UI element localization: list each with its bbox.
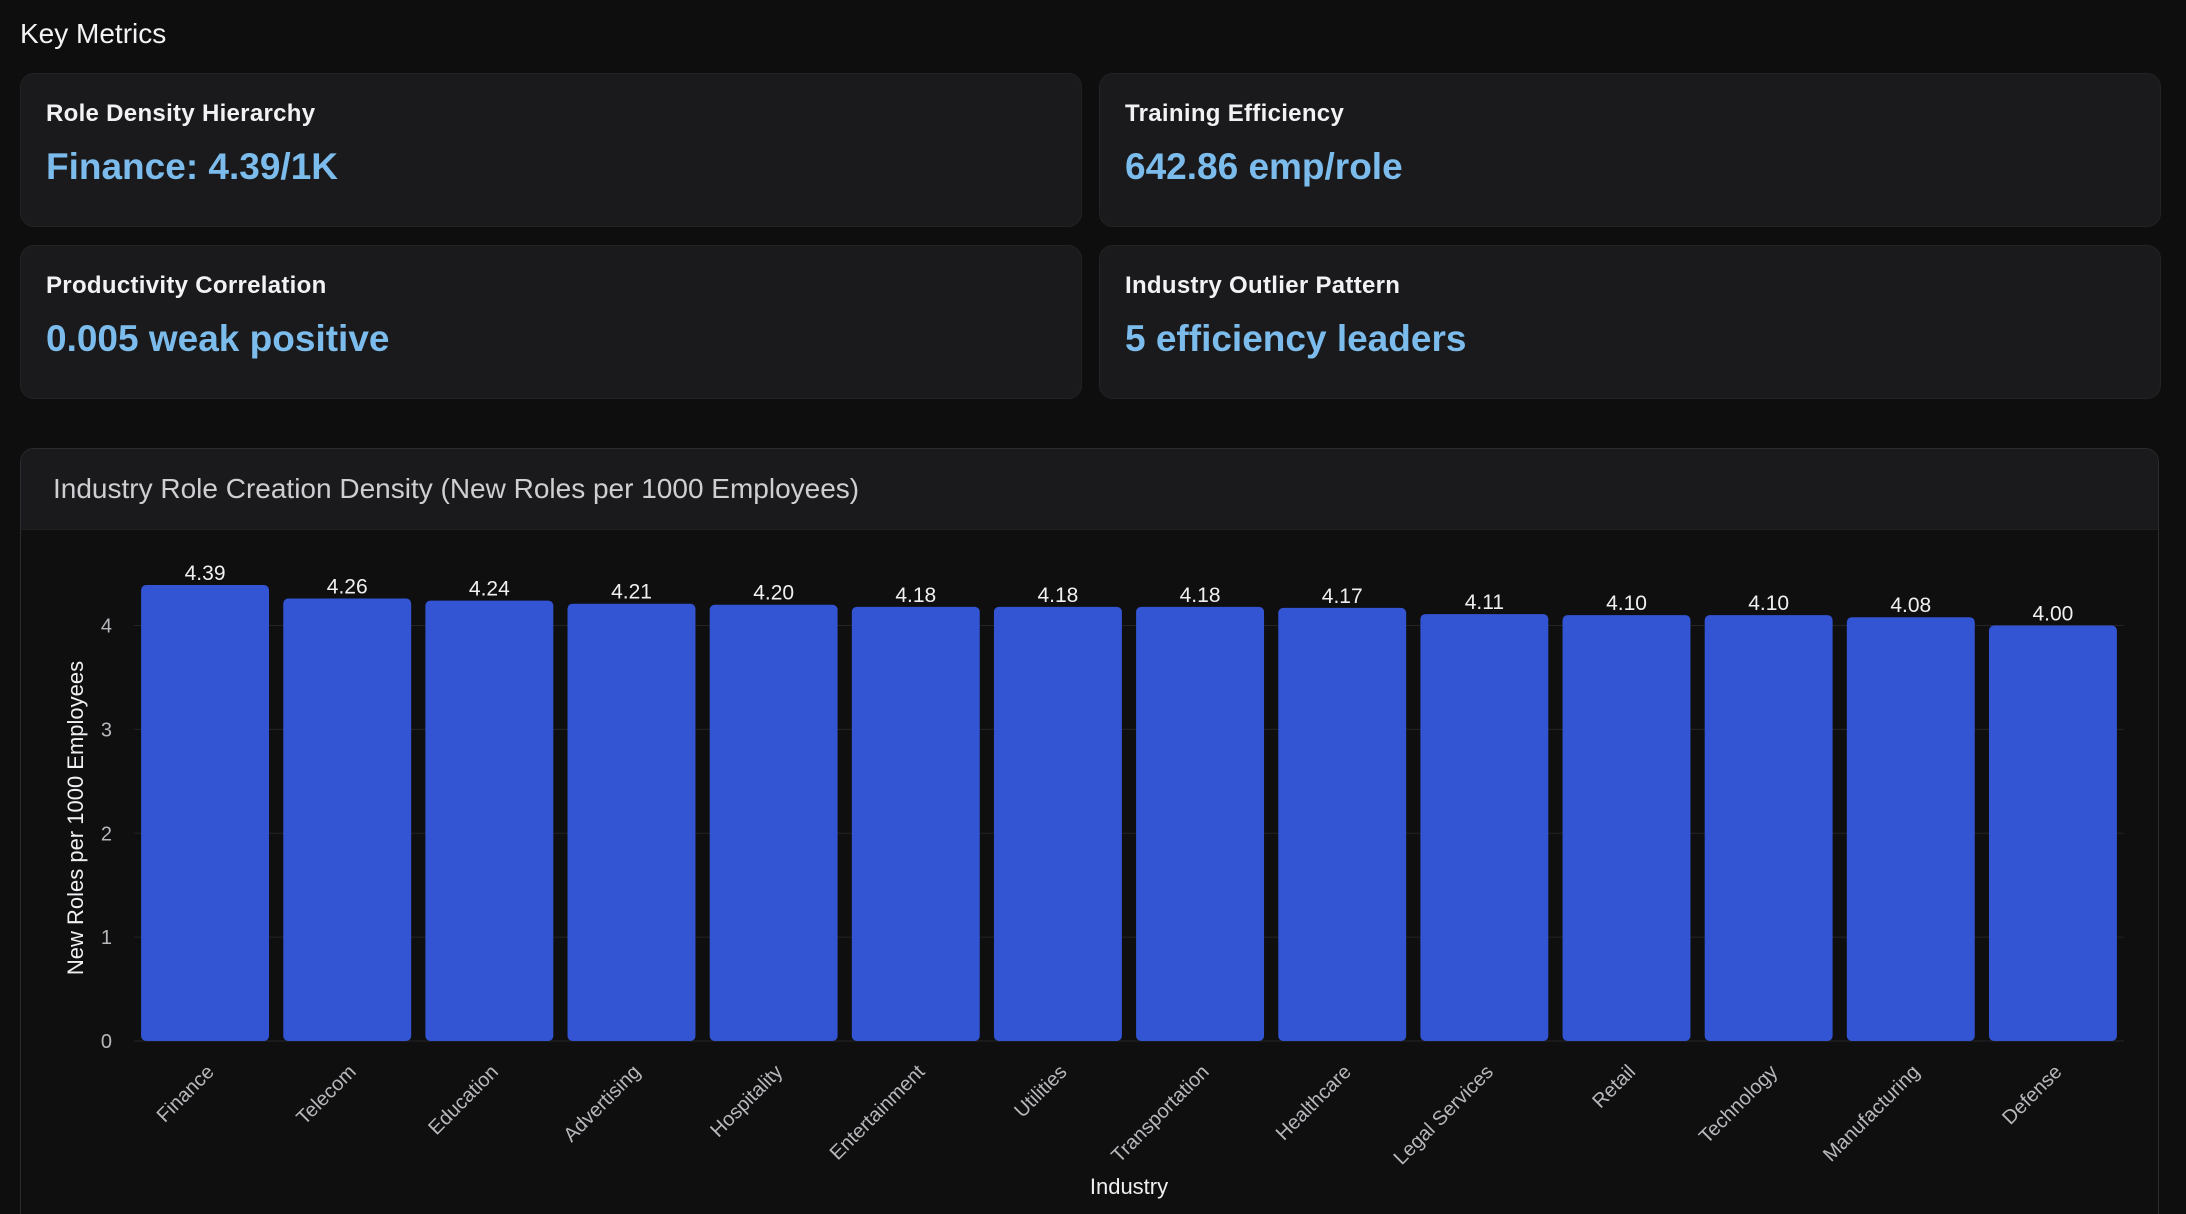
- bar-value-label: 4.10: [1606, 592, 1647, 615]
- metric-label: Productivity Correlation: [46, 272, 327, 299]
- x-tick-label: Utilities: [1010, 1061, 1071, 1122]
- metric-label: Role Density Hierarchy: [46, 100, 316, 127]
- y-tick-label: 2: [101, 823, 112, 845]
- metric-label: Training Efficiency: [1125, 100, 1345, 127]
- y-tick-label: 3: [101, 719, 112, 741]
- chart-title: Industry Role Creation Density (New Role…: [21, 449, 2158, 530]
- bar-value-label: 4.24: [469, 578, 510, 601]
- bar-value-label: 4.00: [2032, 603, 2073, 626]
- chart-panel: Industry Role Creation Density (New Role…: [20, 448, 2159, 1214]
- bar-value-label: 4.10: [1748, 592, 1789, 615]
- x-tick-label: Finance: [153, 1061, 219, 1127]
- bar-value-label: 4.39: [185, 562, 226, 585]
- bar-value-label: 4.08: [1890, 594, 1931, 617]
- bar: [1278, 607, 1407, 1041]
- bar: [1846, 617, 1975, 1041]
- bar-value-label: 4.18: [895, 584, 936, 607]
- bar-chart: 0 1 2 3 4 4.39 Finance 4.26 Telecom 4.24 Education…: [63, 562, 2124, 1199]
- bar-value-label: 4.11: [1465, 591, 1504, 614]
- metric-card-productivity-correlation: Productivity Correlation 0.005 weak posi…: [20, 245, 1082, 399]
- bar-value-label: 4.17: [1322, 585, 1363, 608]
- x-tick-label: Transportation: [1107, 1061, 1213, 1167]
- metric-card-outlier-pattern: Industry Outlier Pattern 5 efficiency le…: [1099, 245, 2161, 399]
- metric-value: 0.005 weak positive: [46, 318, 390, 359]
- y-tick-label: 4: [101, 616, 112, 638]
- metrics-grid: Role Density Hierarchy Finance: 4.39/1K …: [20, 73, 2161, 399]
- x-tick-label: Technology: [1695, 1061, 1782, 1148]
- bar: [567, 603, 696, 1041]
- bar: [1562, 615, 1691, 1041]
- x-tick-label: Retail: [1588, 1061, 1640, 1113]
- y-tick-label: 1: [101, 927, 112, 949]
- bar: [1136, 606, 1265, 1041]
- y-axis-title: New Roles per 1000 Employees: [63, 661, 88, 975]
- x-axis-title: Industry: [1090, 1174, 1168, 1199]
- bar: [283, 598, 412, 1041]
- x-tick-label: Manufacturing: [1819, 1061, 1924, 1166]
- x-tick-label: Advertising: [560, 1061, 646, 1147]
- bar: [1420, 614, 1549, 1041]
- x-tick-label: Hospitality: [706, 1061, 787, 1142]
- bar-value-label: 4.18: [1037, 584, 1078, 607]
- bar-value-label: 4.26: [327, 576, 368, 599]
- x-tick-label: Telecom: [293, 1061, 361, 1129]
- section-title: Key Metrics: [20, 18, 167, 49]
- x-tick-label: Entertainment: [826, 1061, 930, 1165]
- bar: [425, 600, 554, 1041]
- bar: [993, 606, 1122, 1041]
- x-tick-label: Defense: [1998, 1061, 2066, 1129]
- bar: [851, 606, 980, 1041]
- x-tick-label: Legal Services: [1390, 1061, 1498, 1169]
- bar: [141, 585, 270, 1041]
- bar-value-label: 4.21: [611, 581, 652, 604]
- metric-value: Finance: 4.39/1K: [46, 146, 339, 187]
- metric-value: 642.86 emp/role: [1125, 146, 1403, 187]
- bar: [1704, 615, 1833, 1041]
- bar-value-label: 4.18: [1180, 584, 1221, 607]
- bar-value-label: 4.20: [753, 582, 794, 605]
- bar: [709, 604, 838, 1041]
- metric-value: 5 efficiency leaders: [1125, 318, 1467, 359]
- bar: [1988, 625, 2117, 1041]
- metric-card-role-density: Role Density Hierarchy Finance: 4.39/1K: [20, 73, 1082, 227]
- metric-card-training-efficiency: Training Efficiency 642.86 emp/role: [1099, 73, 2161, 227]
- x-tick-label: Healthcare: [1272, 1061, 1356, 1145]
- x-tick-label: Education: [424, 1061, 502, 1139]
- metric-label: Industry Outlier Pattern: [1125, 272, 1401, 299]
- y-tick-label: 0: [101, 1031, 112, 1053]
